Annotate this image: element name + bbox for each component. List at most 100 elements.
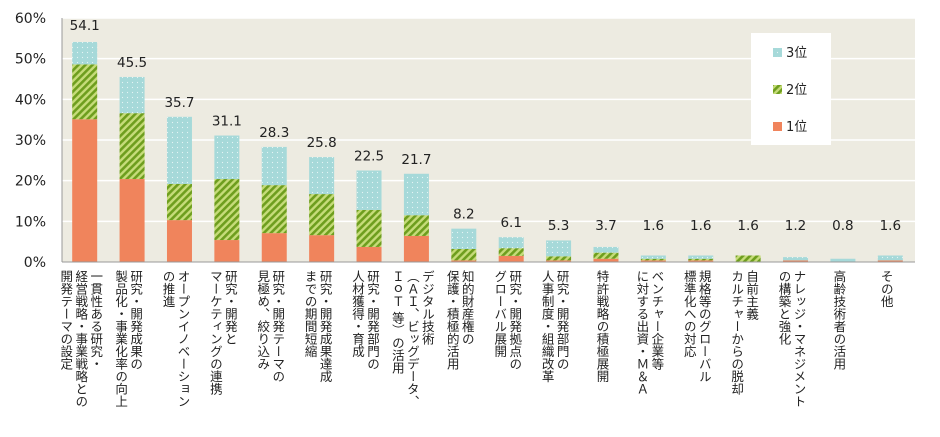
bar-segment-rank2 xyxy=(72,64,98,120)
x-category-label-line: 人材獲得・育成 xyxy=(350,270,366,358)
x-category-label-line: 特許戦略の積極展開 xyxy=(594,270,610,383)
x-category-label-line: デジタル技術 xyxy=(419,270,435,345)
legend-swatch-rank3 xyxy=(773,48,782,57)
x-category-label-line: の推進 xyxy=(160,270,176,308)
bar-segment-rank3 xyxy=(546,240,572,257)
x-category-label-line: の構築と強化 xyxy=(776,270,792,345)
x-category-label: 規格等のグローバル 標準化への対応 xyxy=(682,270,712,383)
x-category-label: 知的財産権の 保護・積極的活用 xyxy=(445,270,475,370)
x-category-label-line: 一貫性ある研究・ xyxy=(88,270,104,370)
bar-segment-rank3 xyxy=(72,41,98,65)
bar-segment-rank3 xyxy=(688,255,714,259)
total-data-label: 1.6 xyxy=(643,218,664,234)
bar-segment-rank1 xyxy=(166,220,192,262)
x-category-label-line: 研究・開発成果の xyxy=(128,270,144,370)
bar-segment-rank1 xyxy=(640,260,666,262)
bar-segment-rank2 xyxy=(214,179,240,241)
x-category-label-line: ＩｏＴ 等）の活用 xyxy=(389,270,405,374)
x-category-label: 研究・開発と マーケティングの連携 xyxy=(208,270,238,395)
x-category-label: オープンイノベーション の推進 xyxy=(160,270,190,408)
bar-segment-rank3 xyxy=(830,258,856,262)
x-category-label-line: グローバル展開 xyxy=(492,270,508,358)
x-category-label: 研究・開発成果達成 までの期間短縮 xyxy=(303,270,333,383)
bar-segment-rank2 xyxy=(403,215,429,236)
bar-segment-rank3 xyxy=(356,170,382,210)
x-category-label-line: 製品化・事業化率の向上 xyxy=(113,270,129,408)
bar-segment-rank1 xyxy=(546,260,572,262)
bar-segment-rank3 xyxy=(783,257,809,261)
x-category-label: ナレッジ・マネジメント の構築と強化 xyxy=(777,270,807,408)
x-category-label-line: 高齢技術者の活用 xyxy=(831,270,847,370)
bar-segment-rank2 xyxy=(451,248,477,261)
y-tick-label: 10% xyxy=(15,214,46,230)
bar-segment-rank3 xyxy=(593,246,619,253)
x-category-label-line: 研究・開発テーマの xyxy=(270,270,286,383)
x-category-label-line: 研究・開発成果達成 xyxy=(317,270,333,383)
bar-segment-rank1 xyxy=(119,179,145,262)
bar-segment-rank1 xyxy=(877,260,903,262)
x-category-label: 研究・開発拠点の グローバル展開 xyxy=(492,270,522,370)
x-category-label: デジタル技術 （ＡＩ、ビッグデータ、 ＩｏＴ 等）の活用 xyxy=(390,270,435,408)
x-category-label-line: 経営戦略・事業戦略との xyxy=(73,270,89,408)
total-data-label: 1.6 xyxy=(690,218,711,234)
bar-segment-rank2 xyxy=(546,256,572,261)
total-data-label: 45.5 xyxy=(117,55,147,71)
bar-segment-rank1 xyxy=(498,255,524,262)
total-data-label: 0.8 xyxy=(832,218,853,234)
y-tick-label: 20% xyxy=(15,174,46,190)
x-category-label-line: ベンチャー企業等 xyxy=(649,270,665,370)
x-category-label: 研究・開発部門の 人材獲得・育成 xyxy=(350,270,380,370)
x-category-label: 研究・開発テーマの 見極め、絞り込み xyxy=(255,270,285,383)
x-category-label-line: マーケティングの連携 xyxy=(207,270,223,395)
bar-segment-rank2 xyxy=(640,258,666,261)
bar-segment-rank3 xyxy=(877,255,903,261)
bar-segment-rank3 xyxy=(119,76,145,114)
bar-segment-rank1 xyxy=(783,260,809,262)
bar-segment-rank3 xyxy=(403,173,429,216)
x-category-label-line: 研究・開発と xyxy=(222,270,238,345)
x-category-label-line: 研究・開発部門の xyxy=(365,270,381,370)
bar-segment-rank2 xyxy=(735,255,761,262)
total-data-label: 54.1 xyxy=(70,18,100,34)
bar-segment-rank3 xyxy=(640,255,666,259)
y-tick-label: 0% xyxy=(24,255,46,271)
bar-segment-rank3 xyxy=(166,116,192,184)
legend: 3位 2位 1位 xyxy=(751,33,831,145)
bar-segment-rank2 xyxy=(119,113,145,180)
bar-segment-rank3 xyxy=(451,228,477,249)
x-category-label: 研究・開発部門の 人事制度・組織改革 xyxy=(540,270,570,383)
x-category-label: ベンチャー企業等 に対する出資・Ｍ＆Ａ xyxy=(634,270,664,395)
bar-segment-rank2 xyxy=(688,258,714,261)
total-data-label: 28.3 xyxy=(259,125,289,141)
bar-segment-rank2 xyxy=(166,183,192,221)
x-category-label-line: 人事制度・組織改革 xyxy=(539,270,555,383)
x-category-label-line: その他 xyxy=(878,270,894,308)
total-data-label: 25.8 xyxy=(307,135,337,151)
bar-segment-rank3 xyxy=(261,146,287,186)
x-category-label-line: 開発テーマの設定 xyxy=(58,270,74,370)
x-category-label-line: に対する出資・Ｍ＆Ａ xyxy=(634,270,650,395)
bar-segment-rank1 xyxy=(72,119,98,262)
bar-segment-rank3 xyxy=(214,135,240,180)
x-category-label-line: 標準化への対応 xyxy=(681,270,697,358)
bar-segment-rank1 xyxy=(451,260,477,262)
bar-segment-rank2 xyxy=(356,209,382,247)
total-data-label: 1.6 xyxy=(880,218,901,234)
x-category-label-line: 研究・開発拠点の xyxy=(507,270,523,370)
total-data-label: 22.5 xyxy=(354,149,384,165)
x-category-label: 自前主義 カルチャーからの脱却 xyxy=(729,270,759,395)
x-category-label-line: （ＡＩ、ビッグデータ、 xyxy=(404,270,420,408)
y-tick-label: 40% xyxy=(15,92,46,108)
total-data-label: 31.1 xyxy=(212,114,242,130)
total-data-label: 1.2 xyxy=(785,218,806,234)
bar-segment-rank1 xyxy=(356,246,382,262)
x-category-label-line: オープンイノベーション xyxy=(175,270,191,408)
x-category-label-line: 研究・開発部門の xyxy=(554,270,570,370)
x-category-label-line: 知的財産権の xyxy=(459,270,475,345)
x-category-label-line: 保護・積極的活用 xyxy=(444,270,460,370)
x-category-label: 高齢技術者の活用 xyxy=(831,270,846,370)
bar-segment-rank2 xyxy=(498,248,524,256)
total-data-label: 8.2 xyxy=(453,207,474,223)
x-category-label-line: 規格等のグローバル xyxy=(696,270,712,383)
